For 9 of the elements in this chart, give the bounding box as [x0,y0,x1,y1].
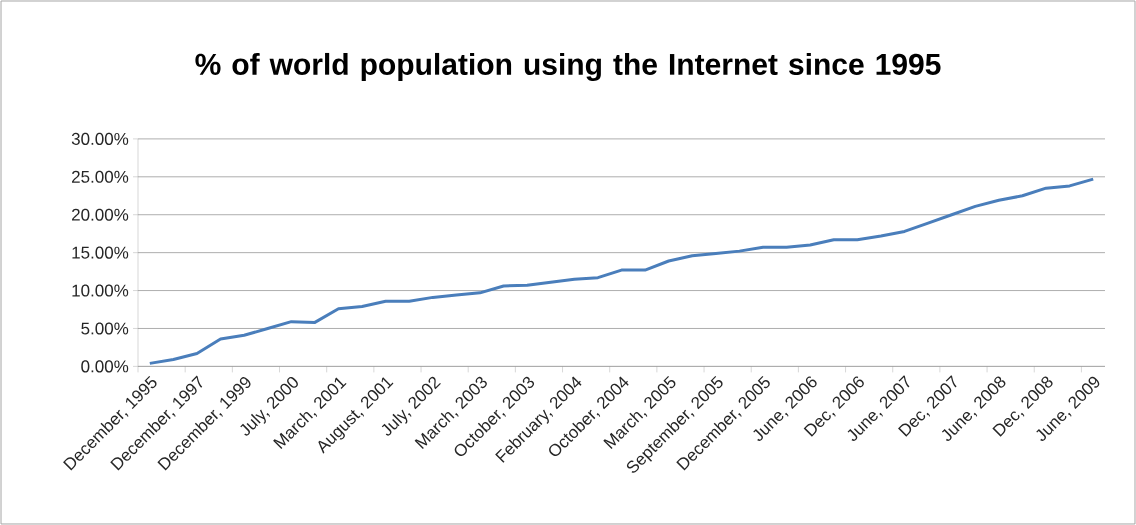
y-tick-label: 20.00% [72,208,129,221]
y-tick-label: 0.00% [81,360,129,373]
line-series [148,177,1095,365]
y-tick-label: 25.00% [72,170,129,183]
y-tick-label: 30.00% [71,132,129,145]
chart-title: % of world population using the Internet since 1995 [195,52,941,82]
y-tick-label: 5.00% [81,322,129,335]
y-tick-label: 15.00% [72,246,129,259]
y-tick-label: 10.00% [72,284,129,297]
